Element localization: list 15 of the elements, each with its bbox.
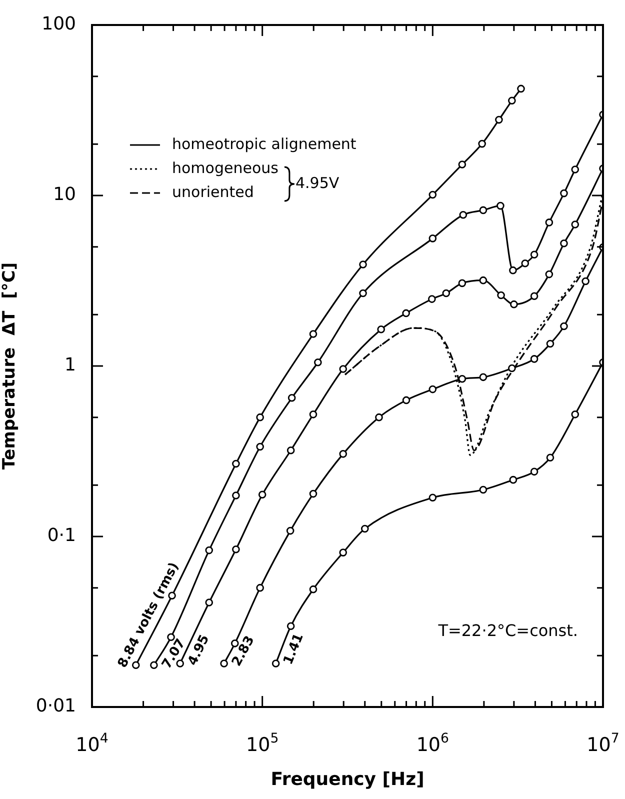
y-tick-label: 100 xyxy=(42,14,76,35)
legend-label: unoriented xyxy=(172,182,254,201)
y-tick-label: 10 xyxy=(53,184,76,206)
y-tick-label: 0·1 xyxy=(47,525,76,546)
text: 4.95 xyxy=(185,632,213,668)
text: 2.83 xyxy=(229,634,258,669)
annotation: homeotropic alignement xyxy=(172,134,356,153)
y-axis-title: Temperature ΔT [°C] xyxy=(0,262,20,470)
text: 1.41 xyxy=(280,631,307,667)
y-tick-label: 1 xyxy=(64,354,76,376)
annotation: T=22·2°C=const. xyxy=(437,621,578,640)
y-tick-label: 0·01 xyxy=(36,696,76,717)
legend-label: homogeneous xyxy=(172,158,279,177)
annotation: 4.95V xyxy=(295,174,340,192)
x-axis-title: Frequency [Hz] xyxy=(270,768,424,790)
